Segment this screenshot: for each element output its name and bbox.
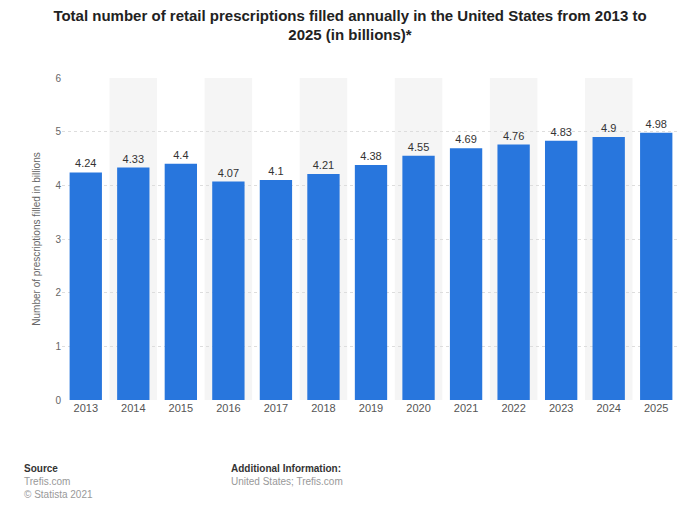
svg-text:Source: Source bbox=[24, 463, 58, 474]
svg-text:2025: 2025 bbox=[644, 402, 668, 414]
svg-text:2023: 2023 bbox=[549, 402, 573, 414]
svg-text:2022: 2022 bbox=[501, 402, 525, 414]
svg-text:4.24: 4.24 bbox=[75, 157, 96, 169]
svg-text:2016: 2016 bbox=[216, 402, 240, 414]
svg-text:4.1: 4.1 bbox=[268, 165, 283, 177]
svg-text:United States; Trefis.com: United States; Trefis.com bbox=[231, 476, 343, 487]
svg-text:6: 6 bbox=[55, 73, 61, 84]
svg-text:Additional Information:: Additional Information: bbox=[231, 463, 341, 474]
svg-text:4.33: 4.33 bbox=[123, 153, 144, 165]
svg-text:2018: 2018 bbox=[311, 402, 335, 414]
svg-text:4.9: 4.9 bbox=[601, 122, 616, 134]
svg-text:4.69: 4.69 bbox=[455, 133, 476, 145]
svg-text:4.07: 4.07 bbox=[218, 167, 239, 179]
svg-text:2019: 2019 bbox=[359, 402, 383, 414]
svg-text:4.83: 4.83 bbox=[550, 126, 571, 138]
svg-text:1: 1 bbox=[55, 341, 61, 352]
svg-text:5: 5 bbox=[55, 126, 61, 137]
svg-text:4.38: 4.38 bbox=[360, 150, 381, 162]
svg-text:3: 3 bbox=[55, 234, 61, 245]
svg-text:2014: 2014 bbox=[121, 402, 145, 414]
svg-text:4.98: 4.98 bbox=[646, 118, 667, 130]
svg-text:Number of prescriptions filled: Number of prescriptions filled in billio… bbox=[31, 152, 42, 325]
svg-text:Total number of retail prescri: Total number of retail prescriptions fil… bbox=[53, 7, 646, 44]
svg-text:2: 2 bbox=[55, 287, 61, 298]
svg-text:4.55: 4.55 bbox=[408, 141, 429, 153]
svg-text:4.21: 4.21 bbox=[313, 159, 334, 171]
svg-text:2013: 2013 bbox=[74, 402, 98, 414]
svg-text:2015: 2015 bbox=[169, 402, 193, 414]
svg-text:4: 4 bbox=[55, 180, 61, 191]
svg-text:© Statista 2021: © Statista 2021 bbox=[24, 489, 93, 500]
svg-text:2017: 2017 bbox=[264, 402, 288, 414]
svg-text:2020: 2020 bbox=[406, 402, 430, 414]
svg-text:4.76: 4.76 bbox=[503, 130, 524, 142]
svg-text:2024: 2024 bbox=[596, 402, 620, 414]
svg-text:0: 0 bbox=[55, 395, 61, 406]
svg-text:4.4: 4.4 bbox=[173, 149, 188, 161]
svg-text:Trefis.com: Trefis.com bbox=[24, 476, 70, 487]
svg-text:2021: 2021 bbox=[454, 402, 478, 414]
